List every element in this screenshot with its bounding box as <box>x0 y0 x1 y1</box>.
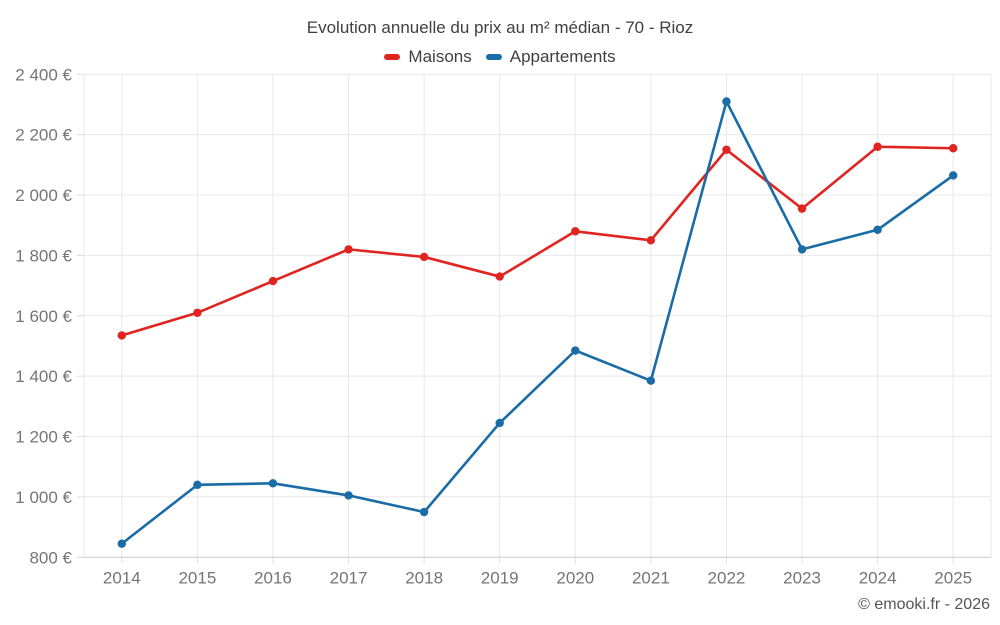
data-point-appartements-2017[interactable] <box>344 491 353 500</box>
y-axis-label: 1 600 € <box>15 307 72 326</box>
data-point-maisons-2014[interactable] <box>117 331 126 340</box>
y-axis-label: 1 200 € <box>15 428 72 447</box>
data-point-appartements-2020[interactable] <box>571 346 580 355</box>
data-point-maisons-2018[interactable] <box>419 252 429 262</box>
x-axis-label: 2021 <box>632 568 670 587</box>
data-point-appartements-2023[interactable] <box>797 245 807 254</box>
data-point-maisons-2017[interactable] <box>344 245 353 254</box>
data-point-appartements-2018[interactable] <box>419 507 429 517</box>
y-axis-label: 2 000 € <box>15 186 72 205</box>
x-axis-label: 2015 <box>178 568 216 587</box>
data-point-maisons-2023[interactable] <box>797 204 807 213</box>
x-axis-label: 2017 <box>330 568 368 587</box>
chart-title: Evolution annuelle du prix au m² médian … <box>306 18 694 37</box>
legend-item-appartements[interactable]: Appartements <box>485 47 616 67</box>
y-axis-label: 1 000 € <box>15 488 72 507</box>
chart-legend: Maisons Appartements <box>0 47 1000 67</box>
data-point-maisons-2025[interactable] <box>949 144 958 153</box>
x-axis-label: 2025 <box>934 568 972 587</box>
x-axis-label: 2020 <box>556 568 594 587</box>
x-axis-label: 2022 <box>708 568 746 587</box>
legend-swatch-appartements-icon <box>485 54 502 60</box>
series-line-appartements <box>120 100 955 546</box>
x-axis-label: 2024 <box>859 568 897 587</box>
y-axis-label: 2 200 € <box>15 126 72 145</box>
y-axis-label: 1 800 € <box>15 246 72 265</box>
data-point-maisons-2015[interactable] <box>193 308 202 317</box>
legend-swatch-maisons-icon <box>384 54 401 60</box>
data-point-appartements-2015[interactable] <box>193 480 202 490</box>
legend-label-appartements: Appartements <box>509 47 616 66</box>
y-axis-label: 1 400 € <box>15 367 72 386</box>
series-line-maisons <box>120 145 955 337</box>
x-axis-label: 2018 <box>405 568 443 587</box>
data-point-maisons-2020[interactable] <box>571 227 580 236</box>
x-axis-label: 2023 <box>783 568 821 587</box>
data-point-maisons-2016[interactable] <box>268 276 278 286</box>
data-point-maisons-2024[interactable] <box>873 142 882 151</box>
y-axis-label: 2 400 € <box>15 65 72 84</box>
data-point-appartements-2024[interactable] <box>873 225 882 234</box>
data-point-appartements-2019[interactable] <box>495 418 504 428</box>
x-axis-label: 2016 <box>254 568 292 587</box>
legend-item-maisons[interactable]: Maisons <box>384 47 472 67</box>
data-point-maisons-2021[interactable] <box>646 236 656 245</box>
data-point-appartements-2014[interactable] <box>117 539 126 548</box>
y-axis-label: 800 € <box>29 548 72 567</box>
data-point-appartements-2025[interactable] <box>949 171 958 180</box>
data-point-appartements-2022[interactable] <box>722 97 731 106</box>
data-point-maisons-2019[interactable] <box>495 272 504 281</box>
attribution-watermark: © emooki.fr - 2026 <box>858 596 990 613</box>
x-axis-label: 2019 <box>481 568 519 587</box>
x-axis-label: 2014 <box>103 568 141 587</box>
legend-label-maisons: Maisons <box>408 47 472 66</box>
data-point-appartements-2021[interactable] <box>646 376 656 385</box>
data-point-appartements-2016[interactable] <box>268 479 278 488</box>
data-point-maisons-2022[interactable] <box>722 145 731 154</box>
